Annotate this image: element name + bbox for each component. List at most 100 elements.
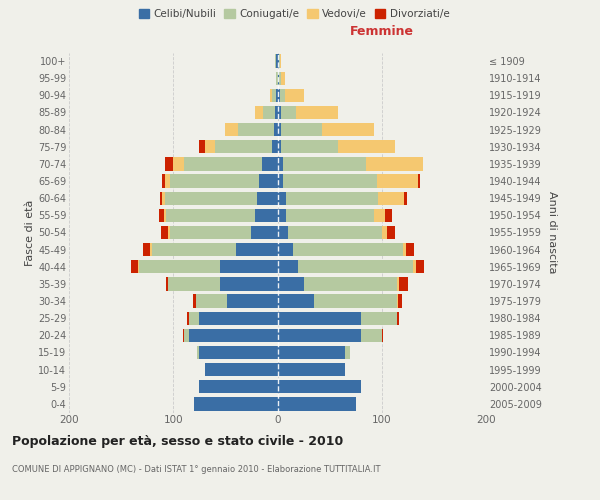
Bar (398, 294, 401, 308)
Bar (277, 328, 361, 342)
Bar (184, 157, 262, 170)
Bar (304, 277, 397, 290)
Bar (404, 192, 407, 205)
Bar (152, 243, 236, 256)
Bar (277, 106, 281, 119)
Bar (361, 312, 397, 325)
Bar (262, 157, 277, 170)
Bar (197, 346, 199, 359)
Bar (263, 106, 275, 119)
Bar (199, 140, 205, 153)
Bar (418, 174, 421, 188)
Bar (199, 312, 277, 325)
Bar (277, 294, 314, 308)
Bar (286, 208, 374, 222)
Bar (277, 243, 293, 256)
Bar (199, 380, 277, 394)
Bar (199, 346, 277, 359)
Bar (298, 260, 413, 274)
Bar (138, 260, 139, 274)
Bar (143, 243, 151, 256)
Bar (139, 260, 220, 274)
Bar (338, 140, 395, 153)
Bar (277, 88, 280, 102)
Bar (274, 123, 277, 136)
Bar (236, 243, 277, 256)
Bar (193, 294, 196, 308)
Bar (205, 363, 277, 376)
Bar (277, 192, 286, 205)
Bar (259, 174, 277, 188)
Bar (168, 226, 170, 239)
Bar (278, 72, 281, 85)
Bar (288, 226, 382, 239)
Bar (314, 294, 397, 308)
Bar (194, 397, 277, 410)
Bar (275, 106, 277, 119)
Bar (277, 140, 281, 153)
Bar (272, 140, 277, 153)
Bar (403, 243, 406, 256)
Bar (184, 328, 189, 342)
Bar (226, 123, 238, 136)
Bar (162, 174, 165, 188)
Text: Femmine: Femmine (350, 25, 414, 38)
Bar (277, 346, 345, 359)
Bar (400, 277, 408, 290)
Bar (170, 226, 251, 239)
Bar (270, 88, 272, 102)
Bar (281, 106, 296, 119)
Bar (366, 157, 424, 170)
Bar (293, 243, 403, 256)
Bar (283, 157, 366, 170)
Bar (170, 174, 259, 188)
Bar (220, 277, 277, 290)
Bar (385, 208, 392, 222)
Bar (406, 243, 414, 256)
Bar (277, 363, 345, 376)
Bar (277, 208, 286, 222)
Bar (277, 157, 283, 170)
Bar (205, 140, 215, 153)
Bar (283, 174, 377, 188)
Bar (165, 157, 173, 170)
Bar (164, 208, 166, 222)
Bar (397, 312, 400, 325)
Bar (277, 397, 356, 410)
Bar (254, 106, 263, 119)
Bar (322, 123, 374, 136)
Bar (196, 294, 227, 308)
Bar (272, 88, 277, 102)
Bar (281, 72, 285, 85)
Y-axis label: Anni di nascita: Anni di nascita (547, 191, 557, 274)
Bar (220, 260, 277, 274)
Bar (277, 312, 361, 325)
Bar (280, 88, 285, 102)
Bar (277, 380, 361, 394)
Bar (277, 260, 298, 274)
Bar (215, 140, 272, 153)
Bar (166, 208, 254, 222)
Bar (277, 72, 278, 85)
Bar (275, 54, 277, 68)
Bar (281, 140, 338, 153)
Bar (281, 123, 322, 136)
Bar (168, 277, 220, 290)
Bar (131, 260, 138, 274)
Bar (187, 312, 189, 325)
Bar (296, 106, 338, 119)
Bar (345, 346, 350, 359)
Bar (377, 174, 418, 188)
Bar (254, 208, 277, 222)
Bar (285, 88, 304, 102)
Bar (173, 157, 184, 170)
Bar (387, 226, 395, 239)
Text: COMUNE DI APPIGNANO (MC) - Dati ISTAT 1° gennaio 2010 - Elaborazione TUTTITALIA.: COMUNE DI APPIGNANO (MC) - Dati ISTAT 1°… (12, 465, 380, 474)
Bar (278, 54, 280, 68)
Legend: Celibi/Nubili, Coniugati/e, Vedovi/e, Divorziati/e: Celibi/Nubili, Coniugati/e, Vedovi/e, Di… (134, 5, 454, 24)
Bar (413, 260, 416, 274)
Bar (277, 277, 304, 290)
Bar (382, 328, 383, 342)
Bar (189, 312, 199, 325)
Text: Popolazione per età, sesso e stato civile - 2010: Popolazione per età, sesso e stato civil… (12, 435, 343, 448)
